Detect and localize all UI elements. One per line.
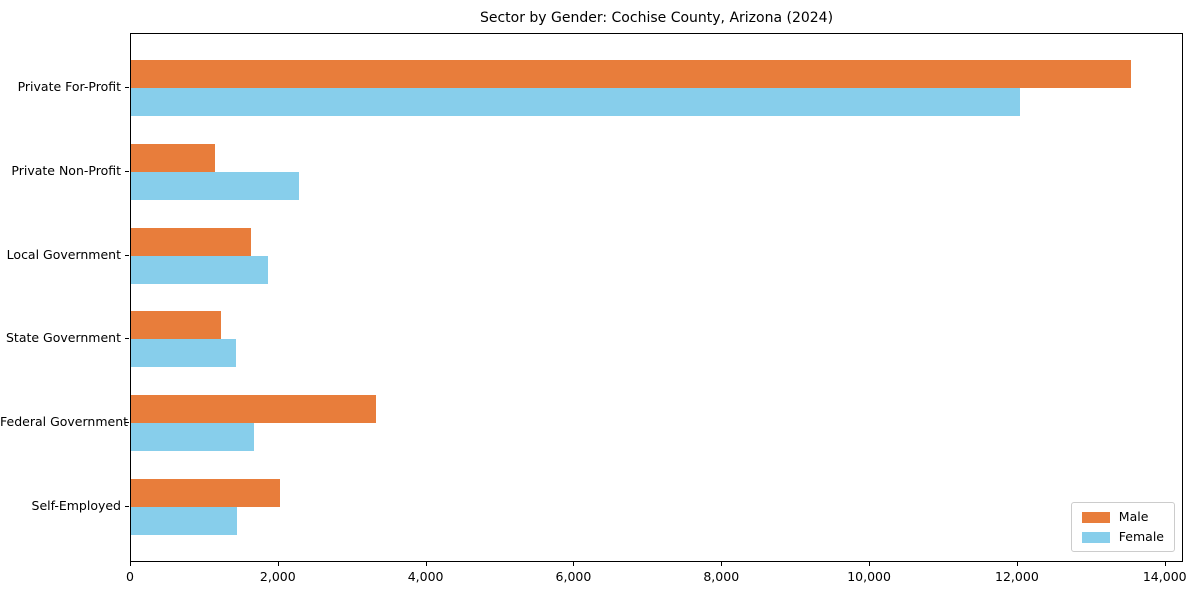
y-axis-tick	[125, 338, 129, 340]
x-tick-label: 0	[126, 569, 134, 584]
x-tick-label: 14,000	[1142, 569, 1187, 584]
x-axis-tick	[1164, 562, 1166, 566]
x-axis-tick	[130, 562, 131, 566]
bar-male-self-employed	[131, 479, 280, 507]
x-axis-tick	[869, 562, 871, 566]
bar-female-private-for-profit	[131, 88, 1021, 116]
legend-label-female: Female	[1118, 529, 1164, 544]
x-tick-label: 12,000	[995, 569, 1039, 584]
legend-swatch-male	[1081, 511, 1110, 523]
bar-male-private-non-profit	[131, 143, 216, 172]
y-category-label-private-non-profit: Private Non-Profit	[11, 162, 121, 178]
bar-male-state-government	[131, 311, 222, 340]
x-axis-tick	[1016, 562, 1018, 566]
y-axis-tick	[125, 254, 129, 256]
x-tick-label: 6,000	[555, 569, 592, 584]
bar-male-private-for-profit	[131, 60, 1131, 88]
plot-area: Male Female	[130, 33, 1183, 562]
legend: Male Female	[1070, 502, 1175, 552]
x-axis-tick	[425, 562, 427, 566]
chart-title: Sector by Gender: Cochise County, Arizon…	[479, 10, 834, 26]
x-axis-tick	[277, 562, 279, 566]
bar-female-self-employed	[131, 507, 238, 535]
bar-female-federal-government	[131, 423, 254, 452]
y-category-label-local-government: Local Government	[6, 246, 121, 262]
x-tick-label: 2,000	[259, 569, 296, 584]
y-axis-tick	[125, 87, 129, 88]
bar-male-federal-government	[131, 395, 376, 424]
legend-entry-female: Female	[1081, 529, 1164, 544]
x-axis-tick	[721, 562, 723, 566]
bar-female-local-government	[131, 255, 269, 284]
y-category-label-self-employed: Self-Employed	[31, 498, 121, 513]
y-category-label-private-for-profit: Private For-Profit	[17, 79, 121, 94]
legend-label-male: Male	[1118, 509, 1149, 524]
legend-entry-male: Male	[1081, 509, 1164, 524]
x-axis-tick	[573, 562, 575, 566]
y-category-label-federal-government: Federal Government	[0, 414, 129, 430]
bar-male-local-government	[131, 227, 252, 256]
x-tick-label: 4,000	[407, 569, 444, 584]
x-tick-label: 10,000	[847, 569, 891, 584]
y-axis-tick	[125, 422, 129, 424]
y-category-label-state-government: State Government	[5, 330, 121, 346]
y-axis-tick	[125, 170, 129, 172]
legend-swatch-female	[1081, 531, 1110, 543]
x-tick-label: 8,000	[703, 569, 740, 584]
bar-female-state-government	[131, 339, 236, 368]
bar-female-private-non-profit	[131, 171, 299, 200]
y-axis-tick	[125, 506, 129, 507]
